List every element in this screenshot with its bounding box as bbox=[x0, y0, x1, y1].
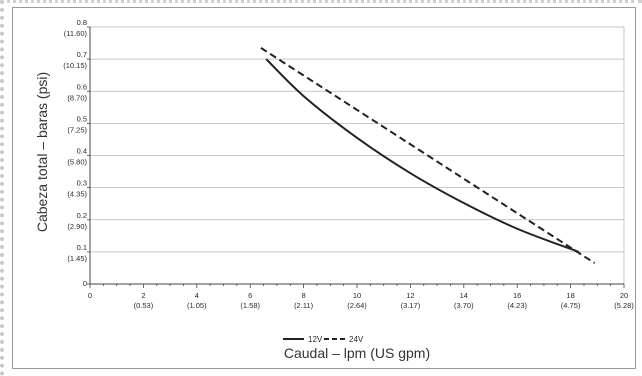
y-tick-sublabel: (1.45) bbox=[67, 254, 87, 263]
y-tick-sublabel: (5.80) bbox=[67, 158, 87, 167]
x-tick-label: 14 bbox=[460, 291, 468, 300]
x-tick-label: 16 bbox=[513, 291, 521, 300]
series-line-24v bbox=[260, 47, 596, 264]
y-tick-sublabel: (10.15) bbox=[63, 61, 87, 70]
x-tick-label: 12 bbox=[406, 291, 414, 300]
x-tick-label: 6 bbox=[248, 291, 252, 300]
x-tick-sublabel: (3.17) bbox=[401, 301, 421, 310]
axes bbox=[87, 26, 625, 288]
x-tick-label: 10 bbox=[353, 291, 361, 300]
y-tick-sublabel: (4.35) bbox=[67, 190, 87, 199]
x-tick-sublabel: (4.23) bbox=[507, 301, 527, 310]
x-axis-title: Caudal – lpm (US gpm) bbox=[284, 345, 430, 361]
x-tick-sublabel: (2.11) bbox=[294, 301, 314, 310]
legend: 12V 24V bbox=[283, 335, 364, 344]
x-tick-sublabel: (2.64) bbox=[347, 301, 367, 310]
legend-12v-label: 12V bbox=[308, 335, 323, 344]
y-tick-sublabel: (11.60) bbox=[64, 29, 88, 38]
y-tick-label: 0.2 bbox=[77, 211, 87, 220]
y-tick-label: 0.3 bbox=[77, 179, 87, 188]
series-line-12v bbox=[265, 58, 579, 253]
y-tick-label: 0.8 bbox=[77, 18, 87, 27]
x-tick-label: 18 bbox=[566, 291, 574, 300]
x-tick-sublabel: (3.70) bbox=[454, 301, 474, 310]
tick-labels: 0 2(0.53)4(1.05)6(1.58)8(2.11)10(2.64)12(… bbox=[63, 18, 634, 310]
y-tick-label: 0.5 bbox=[77, 114, 87, 123]
y-tick-sublabel: (2.90) bbox=[67, 222, 87, 231]
y-axis-title: Cabeza total – baras (psi) bbox=[34, 72, 50, 232]
legend-24v-label: 24V bbox=[349, 335, 364, 344]
x-tick-sublabel: (1.05) bbox=[187, 301, 207, 310]
x-tick-label: 20 bbox=[620, 291, 628, 300]
y-tick-label: 0.7 bbox=[77, 50, 87, 59]
x-tick-label: 8 bbox=[302, 291, 306, 300]
x-tick-sublabel: (5.28) bbox=[614, 301, 634, 310]
x-tick-label: 2 bbox=[141, 291, 145, 300]
y-tick-sublabel: (8.70) bbox=[67, 93, 87, 102]
grid-lines bbox=[90, 26, 625, 284]
series-lines bbox=[260, 47, 596, 264]
x-tick-sublabel: (0.53) bbox=[134, 301, 154, 310]
y-tick-sublabel: (7.25) bbox=[67, 125, 87, 134]
x-tick-label: 0 bbox=[88, 291, 92, 300]
y-tick-label: 0.1 bbox=[77, 243, 87, 252]
y-tick-label: 0.6 bbox=[77, 82, 87, 91]
x-tick-sublabel: (4.75) bbox=[561, 301, 581, 310]
y-tick-label: 0.4 bbox=[77, 147, 87, 156]
x-tick-label: 4 bbox=[195, 291, 199, 300]
y-tick-label: 0 bbox=[83, 279, 87, 288]
x-tick-sublabel: (1.58) bbox=[240, 301, 260, 310]
